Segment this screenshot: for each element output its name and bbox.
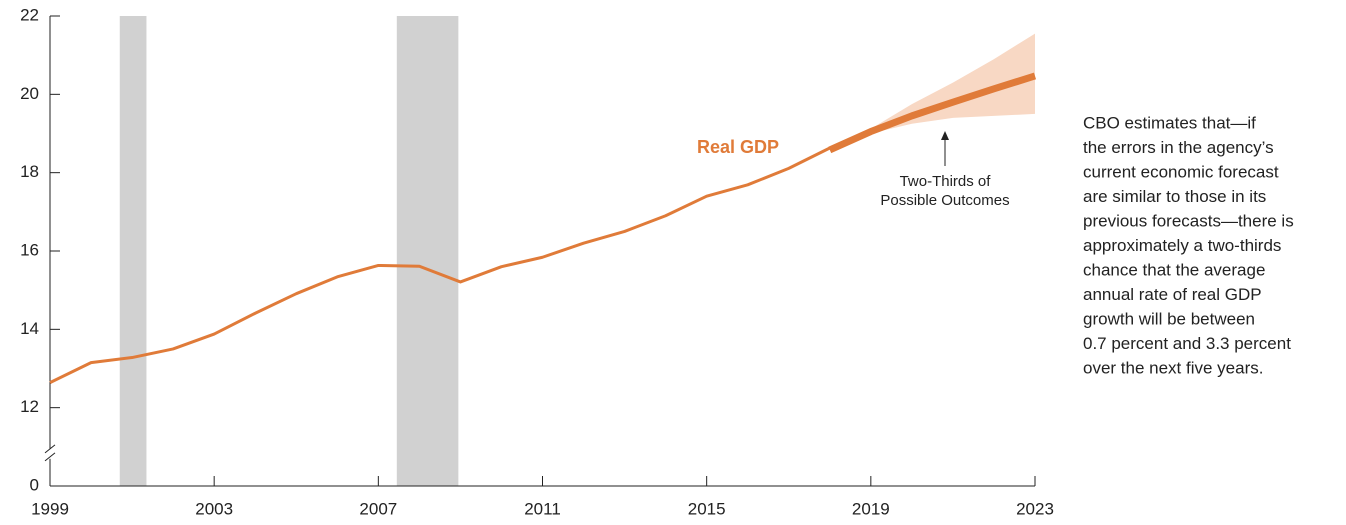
side-note: 0.7 percent and 3.3 percent (1083, 334, 1291, 353)
y-tick-label: 0 (30, 475, 39, 494)
side-note: chance that the average (1083, 260, 1265, 279)
axis-break (44, 452, 56, 462)
y-tick-label: 16 (20, 240, 39, 259)
axis-break-gap (48, 448, 52, 459)
series-label: Real GDP (697, 137, 779, 157)
forecast-line (828, 72, 1037, 154)
side-note: CBO estimates that—if (1083, 113, 1256, 132)
side-note: growth will be between (1083, 309, 1255, 328)
recession-bar (119, 16, 147, 486)
x-tick-label: 2007 (359, 499, 397, 518)
x-tick-label: 2003 (195, 499, 233, 518)
x-tick-label: 2023 (1016, 499, 1054, 518)
band-label: Two-Thirds of (900, 173, 992, 190)
side-note: over the next five years. (1083, 358, 1263, 377)
annotation-arrowhead (941, 131, 949, 140)
y-tick-label: 12 (20, 397, 39, 416)
band-label: Possible Outcomes (880, 192, 1009, 209)
side-note: the errors in the agency’s (1083, 138, 1274, 157)
y-tick-label: 20 (20, 84, 39, 103)
side-note: previous forecasts—there is (1083, 211, 1294, 230)
line (49, 146, 831, 384)
side-note: are similar to those in its (1083, 187, 1266, 206)
y-tick-label: 18 (20, 162, 39, 181)
x-tick-label: 2015 (688, 499, 726, 518)
side-note: approximately a two-thirds (1083, 236, 1281, 255)
side-note: current economic forecast (1083, 162, 1279, 181)
y-tick-label: 22 (20, 5, 39, 24)
axis-break (44, 444, 56, 454)
x-tick-label: 1999 (31, 499, 69, 518)
forecast-band (870, 33, 1035, 134)
x-tick-label: 2019 (852, 499, 890, 518)
x-tick-label: 2011 (524, 499, 561, 518)
y-tick-label: 14 (20, 319, 39, 338)
recession-bar (396, 16, 459, 486)
side-note: annual rate of real GDP (1083, 285, 1262, 304)
